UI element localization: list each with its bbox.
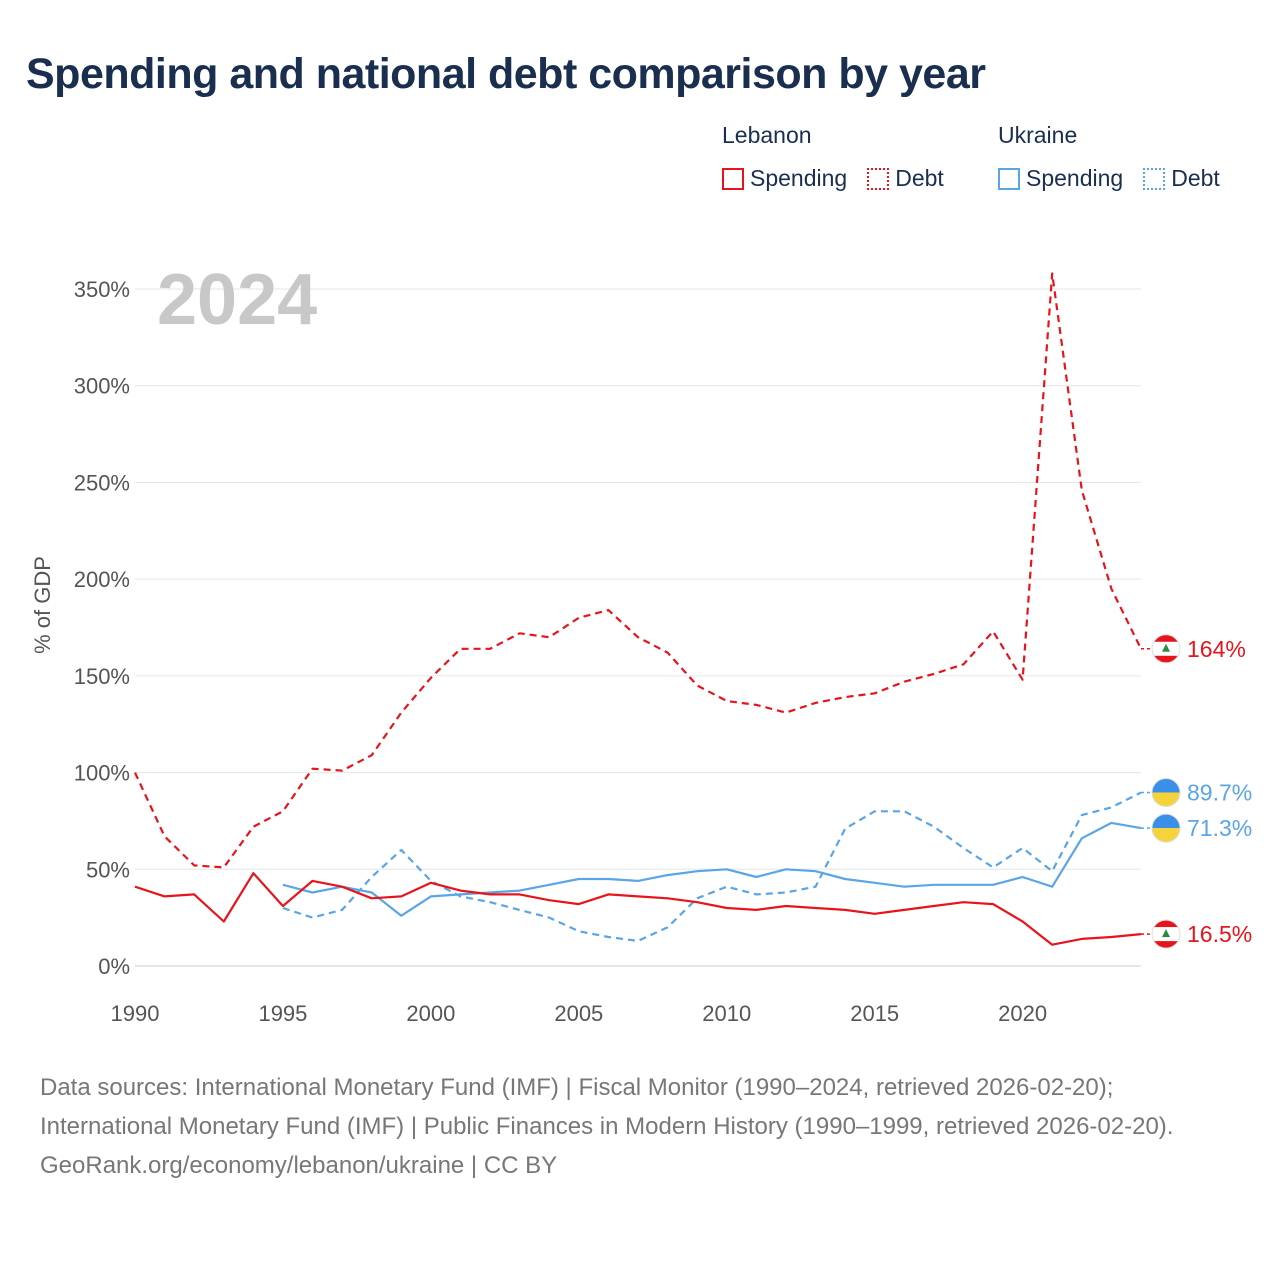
y-axis-label: % of GDP	[30, 556, 55, 654]
end-markers: 164% 89.7% 71.3% 16.5%	[1141, 634, 1252, 949]
legend-label: Spending	[750, 165, 848, 191]
x-tick-label: 2015	[850, 1001, 899, 1026]
legend-country-ukraine: Ukraine	[998, 122, 1078, 148]
year-marker: 2024	[157, 260, 317, 340]
legend-ukraine: Ukraine Spending Debt	[998, 122, 1220, 192]
y-tick-label: 100%	[74, 761, 130, 786]
ukraine-flag-icon	[1152, 778, 1180, 807]
series-line-ukraine-spending[interactable]	[282, 821, 1142, 917]
y-tick-label: 350%	[74, 277, 130, 302]
end-value-label: 89.7%	[1187, 779, 1252, 805]
footer: Data sources: International Monetary Fun…	[40, 1068, 1240, 1185]
data-sources: Data sources: International Monetary Fun…	[40, 1074, 1174, 1140]
gridlines	[135, 288, 1141, 967]
end-marker-lebanon-debt: 164%	[1141, 634, 1246, 664]
x-tick-label: 2020	[998, 1001, 1047, 1026]
y-tick-label: 250%	[74, 470, 130, 495]
legend-label: Debt	[1171, 165, 1220, 191]
legend-swatch-solid	[722, 167, 744, 190]
end-value-label: 16.5%	[1187, 921, 1252, 947]
end-marker-ukraine-debt: 89.7%	[1141, 777, 1252, 807]
line-chart: 0% 50% 100% 150% 200% 250% 300% 350% 1990 1995 20…	[30, 260, 1252, 1026]
legend-swatch-solid	[998, 167, 1020, 190]
y-tick-label: 200%	[74, 567, 130, 592]
legend-swatch-dotted	[1143, 167, 1166, 190]
legend-lebanon: Lebanon Spending Debt	[722, 122, 944, 192]
legend-item-lebanon-spending[interactable]: Spending	[722, 165, 847, 192]
legend-item-ukraine-spending[interactable]: Spending	[998, 165, 1123, 192]
x-tick-label: 1995	[258, 1001, 307, 1026]
y-tick-label: 50%	[86, 857, 130, 882]
y-tick-label: 0%	[98, 954, 130, 979]
legend-country-lebanon: Lebanon	[722, 122, 812, 148]
legend-label: Spending	[1026, 165, 1124, 191]
legend-swatch-dotted	[867, 167, 890, 190]
legend-label: Debt	[895, 165, 944, 191]
chart-title: Spending and national debt comparison by…	[26, 50, 986, 98]
x-axis-ticks: 1990 1995 2000 2005 2010 2015 2020	[111, 1001, 1048, 1026]
series-line-ukraine-debt[interactable]	[282, 791, 1142, 943]
x-tick-label: 1990	[111, 1001, 160, 1026]
y-axis-ticks: 0% 50% 100% 150% 200% 250% 300% 350%	[74, 277, 130, 979]
ukraine-flag-icon	[1152, 814, 1180, 843]
x-tick-label: 2000	[406, 1001, 455, 1026]
y-tick-label: 300%	[74, 374, 130, 399]
x-tick-label: 2010	[702, 1001, 751, 1026]
series-line-lebanon-debt[interactable]	[134, 272, 1142, 869]
lebanon-flag-icon	[1152, 634, 1180, 663]
end-value-label: 164%	[1187, 636, 1246, 662]
attribution-link[interactable]: GeoRank.org/economy/lebanon/ukraine | CC…	[40, 1152, 558, 1179]
end-value-label: 71.3%	[1187, 815, 1252, 841]
series-lines	[134, 272, 1142, 946]
lebanon-flag-icon	[1152, 920, 1180, 949]
series-line-lebanon-spending[interactable]	[134, 872, 1142, 946]
end-marker-lebanon-spending: 16.5%	[1141, 919, 1252, 949]
end-marker-ukraine-spending: 71.3%	[1141, 813, 1252, 843]
x-tick-label: 2005	[554, 1001, 603, 1026]
legend-item-lebanon-debt[interactable]: Debt	[867, 165, 944, 192]
legend-item-ukraine-debt[interactable]: Debt	[1143, 165, 1220, 192]
y-tick-label: 150%	[74, 664, 130, 689]
